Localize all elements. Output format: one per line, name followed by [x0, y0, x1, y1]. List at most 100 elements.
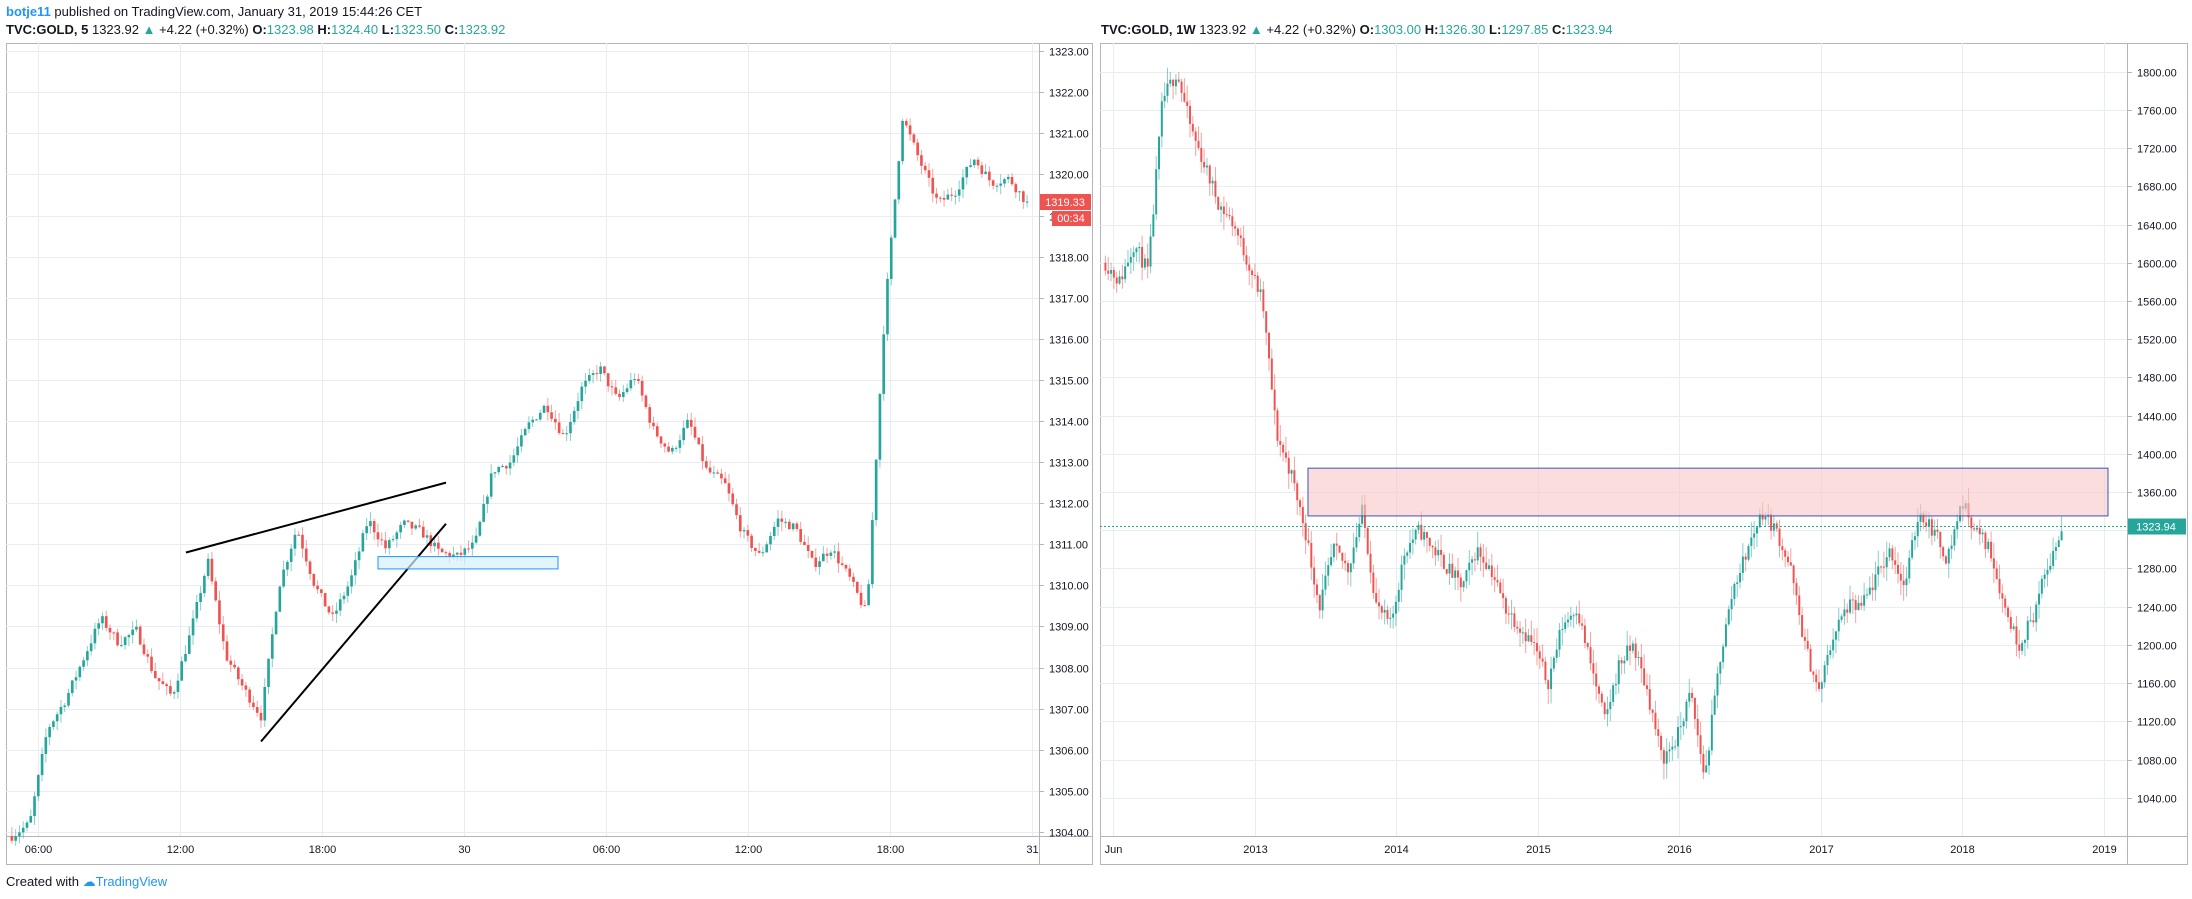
candle-body — [874, 459, 878, 521]
candle-body — [1220, 206, 1223, 210]
candle-body — [678, 440, 682, 448]
candle-body — [1803, 636, 1806, 641]
author-name[interactable]: botje11 — [6, 4, 51, 19]
candle-body — [1197, 140, 1200, 148]
candle-body — [255, 707, 259, 713]
candle-body — [74, 677, 78, 681]
candle-body — [1268, 332, 1270, 359]
candle-body — [206, 558, 210, 576]
candle-body — [580, 386, 584, 402]
x-tick-label: 2013 — [1243, 844, 1267, 856]
candle-body — [1245, 255, 1248, 265]
candle-body — [1755, 527, 1758, 534]
left-close: 1323.92 — [458, 22, 506, 37]
candle-body — [1251, 270, 1254, 276]
candle-body — [1516, 626, 1519, 629]
candle-body — [1149, 236, 1152, 267]
candle-body — [2040, 578, 2043, 594]
candle-body — [1248, 264, 1251, 271]
candle-body — [621, 392, 625, 398]
candle-body — [1736, 582, 1739, 585]
candle-body — [576, 401, 580, 411]
x-tick-label: 18:00 — [309, 844, 337, 856]
candle-body — [1696, 718, 1699, 736]
x-tick-label: 2018 — [1950, 844, 1974, 856]
candle-body — [1544, 661, 1547, 681]
candle-body — [1716, 673, 1719, 696]
candle-body — [59, 706, 63, 715]
candle-body — [376, 532, 380, 540]
candle-body — [338, 599, 342, 611]
right-candlestick-chart[interactable]: 1040.00 1080.00 1120.00 1160.00 1200.00 1240.… — [1100, 43, 2188, 865]
candle-body — [954, 195, 957, 197]
y-tick-label: 1200.00 — [2137, 641, 2177, 653]
candle-body — [437, 542, 440, 549]
candle-body — [1265, 311, 1268, 333]
y-tick-label: 1321.00 — [1049, 129, 1089, 141]
candle-body — [1699, 735, 1702, 755]
footer-brand[interactable]: TradingView — [95, 874, 168, 889]
candle-body — [433, 542, 436, 547]
candle-body — [618, 393, 621, 398]
candle-body — [742, 530, 746, 532]
left-candlestick-chart[interactable]: 1304.00 1305.00 1306.00 1307.00 1308.00 1309.… — [6, 43, 1093, 865]
candle-body — [1919, 513, 1922, 522]
candle-body — [1434, 547, 1437, 556]
candle-body — [1304, 523, 1307, 541]
candle-body — [716, 472, 719, 474]
candle-body — [1521, 632, 1524, 634]
candle-body — [595, 373, 599, 375]
candle-body — [554, 418, 557, 423]
candle-body — [1107, 270, 1110, 274]
candle-body — [1640, 657, 1643, 669]
candle-body — [1547, 680, 1550, 690]
candle-body — [1744, 556, 1747, 560]
candle-body — [82, 660, 85, 667]
candle-body — [946, 194, 950, 200]
candle-body — [1586, 643, 1589, 648]
candle-body — [708, 467, 712, 473]
candle-body — [542, 405, 546, 413]
candle-body — [1885, 557, 1888, 568]
candle-body — [1936, 529, 1939, 532]
candle-body — [1589, 647, 1592, 664]
candle-body — [93, 628, 97, 644]
candle-body — [1141, 247, 1144, 268]
candle-body — [731, 493, 735, 505]
candle-body — [112, 632, 116, 634]
candle-body — [1228, 215, 1231, 217]
candle-body — [988, 171, 991, 181]
candle-body — [1524, 632, 1527, 642]
candle-body — [1166, 83, 1169, 96]
candle-body — [1459, 577, 1462, 588]
candle-body — [1236, 228, 1239, 236]
candle-body — [712, 472, 716, 474]
left-high: 1324.40 — [331, 22, 379, 37]
candle-body — [1840, 616, 1843, 620]
candle-body — [1112, 270, 1115, 278]
candle-body — [1324, 575, 1327, 590]
candle-body — [1558, 630, 1561, 650]
y-tick-label: 1760.00 — [2137, 106, 2177, 118]
candle-body — [1612, 685, 1615, 702]
y-tick-label: 1680.00 — [2137, 182, 2177, 194]
candle-body — [1631, 643, 1634, 651]
candle-body — [1772, 523, 1775, 531]
candle-body — [21, 827, 25, 833]
candle-body — [1538, 651, 1541, 659]
candle-body — [1313, 567, 1316, 585]
candle-body — [504, 466, 508, 469]
candle-body — [1990, 541, 1993, 559]
candle-body — [425, 535, 429, 538]
candle-body — [1992, 558, 1995, 569]
candle-body — [1301, 506, 1304, 524]
candle-body — [1606, 709, 1609, 715]
candle-body — [116, 632, 119, 646]
candle-body — [89, 643, 93, 652]
candle-body — [1657, 729, 1660, 736]
y-tick-label: 1314.00 — [1049, 417, 1089, 429]
support-zone-box — [377, 556, 559, 570]
candle-body — [1792, 565, 1795, 584]
candle-body — [848, 568, 852, 577]
candle-body — [150, 656, 153, 672]
